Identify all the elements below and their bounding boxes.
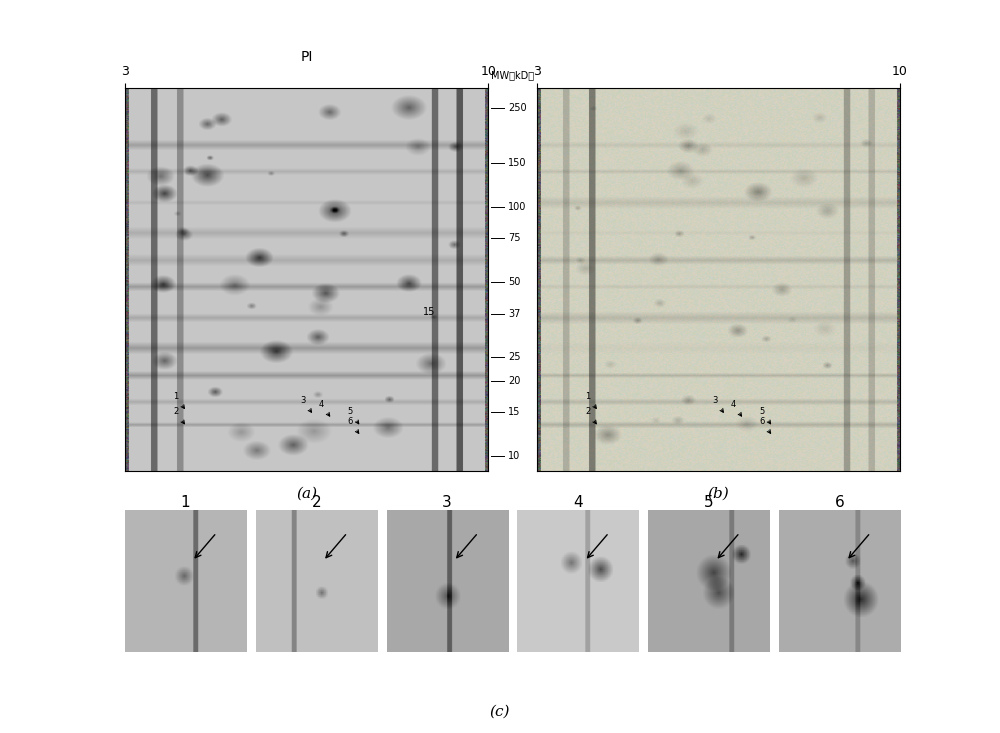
Text: 50: 50 (508, 276, 521, 287)
Text: 75: 75 (508, 233, 521, 243)
Title: 2: 2 (312, 496, 321, 510)
Text: 20: 20 (508, 376, 521, 386)
Title: 3: 3 (442, 496, 452, 510)
Text: 15: 15 (423, 307, 435, 317)
Text: 5: 5 (348, 408, 359, 424)
X-axis label: PI: PI (300, 50, 313, 64)
Text: 10: 10 (508, 451, 520, 461)
Text: 100: 100 (508, 202, 527, 212)
Text: 2: 2 (173, 408, 184, 424)
Title: 1: 1 (181, 496, 190, 510)
Text: 150: 150 (508, 158, 527, 168)
Text: 3: 3 (300, 396, 312, 412)
Text: 25: 25 (508, 352, 521, 361)
Title: 5: 5 (704, 496, 713, 510)
Text: 5: 5 (759, 408, 771, 424)
Title: 6: 6 (835, 496, 844, 510)
Text: 6: 6 (347, 417, 359, 433)
Text: 37: 37 (508, 309, 521, 320)
Text: (b): (b) (708, 487, 729, 501)
Text: 15: 15 (508, 407, 521, 417)
Text: 4: 4 (318, 399, 330, 416)
Text: 3: 3 (712, 396, 723, 412)
Text: 4: 4 (730, 399, 742, 416)
Text: 2: 2 (585, 408, 596, 424)
Text: 250: 250 (508, 103, 527, 113)
Text: 6: 6 (759, 417, 771, 433)
Title: 4: 4 (573, 496, 583, 510)
Text: (c): (c) (490, 704, 510, 718)
Text: 1: 1 (585, 392, 596, 408)
Text: MW（kD）: MW（kD） (491, 70, 534, 81)
Text: (a): (a) (296, 487, 317, 501)
Text: 1: 1 (173, 392, 184, 408)
